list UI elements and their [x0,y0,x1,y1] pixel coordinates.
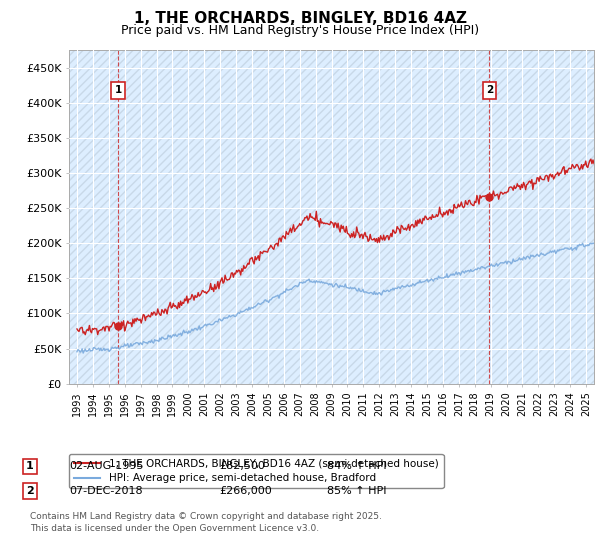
Text: 02-AUG-1995: 02-AUG-1995 [69,461,143,472]
Text: 07-DEC-2018: 07-DEC-2018 [69,486,143,496]
Text: 1: 1 [115,85,122,95]
Text: 84% ↑ HPI: 84% ↑ HPI [327,461,386,472]
Text: 2: 2 [485,85,493,95]
Text: 1, THE ORCHARDS, BINGLEY, BD16 4AZ: 1, THE ORCHARDS, BINGLEY, BD16 4AZ [133,11,467,26]
Text: £82,500: £82,500 [219,461,265,472]
Legend: 1, THE ORCHARDS, BINGLEY, BD16 4AZ (semi-detached house), HPI: Average price, se: 1, THE ORCHARDS, BINGLEY, BD16 4AZ (semi… [69,454,443,488]
Text: Contains HM Land Registry data © Crown copyright and database right 2025.: Contains HM Land Registry data © Crown c… [30,512,382,521]
Text: Price paid vs. HM Land Registry's House Price Index (HPI): Price paid vs. HM Land Registry's House … [121,24,479,36]
Text: This data is licensed under the Open Government Licence v3.0.: This data is licensed under the Open Gov… [30,524,319,533]
Text: 2: 2 [26,486,34,496]
Text: 85% ↑ HPI: 85% ↑ HPI [327,486,386,496]
Text: £266,000: £266,000 [219,486,272,496]
Text: 1: 1 [26,461,34,472]
